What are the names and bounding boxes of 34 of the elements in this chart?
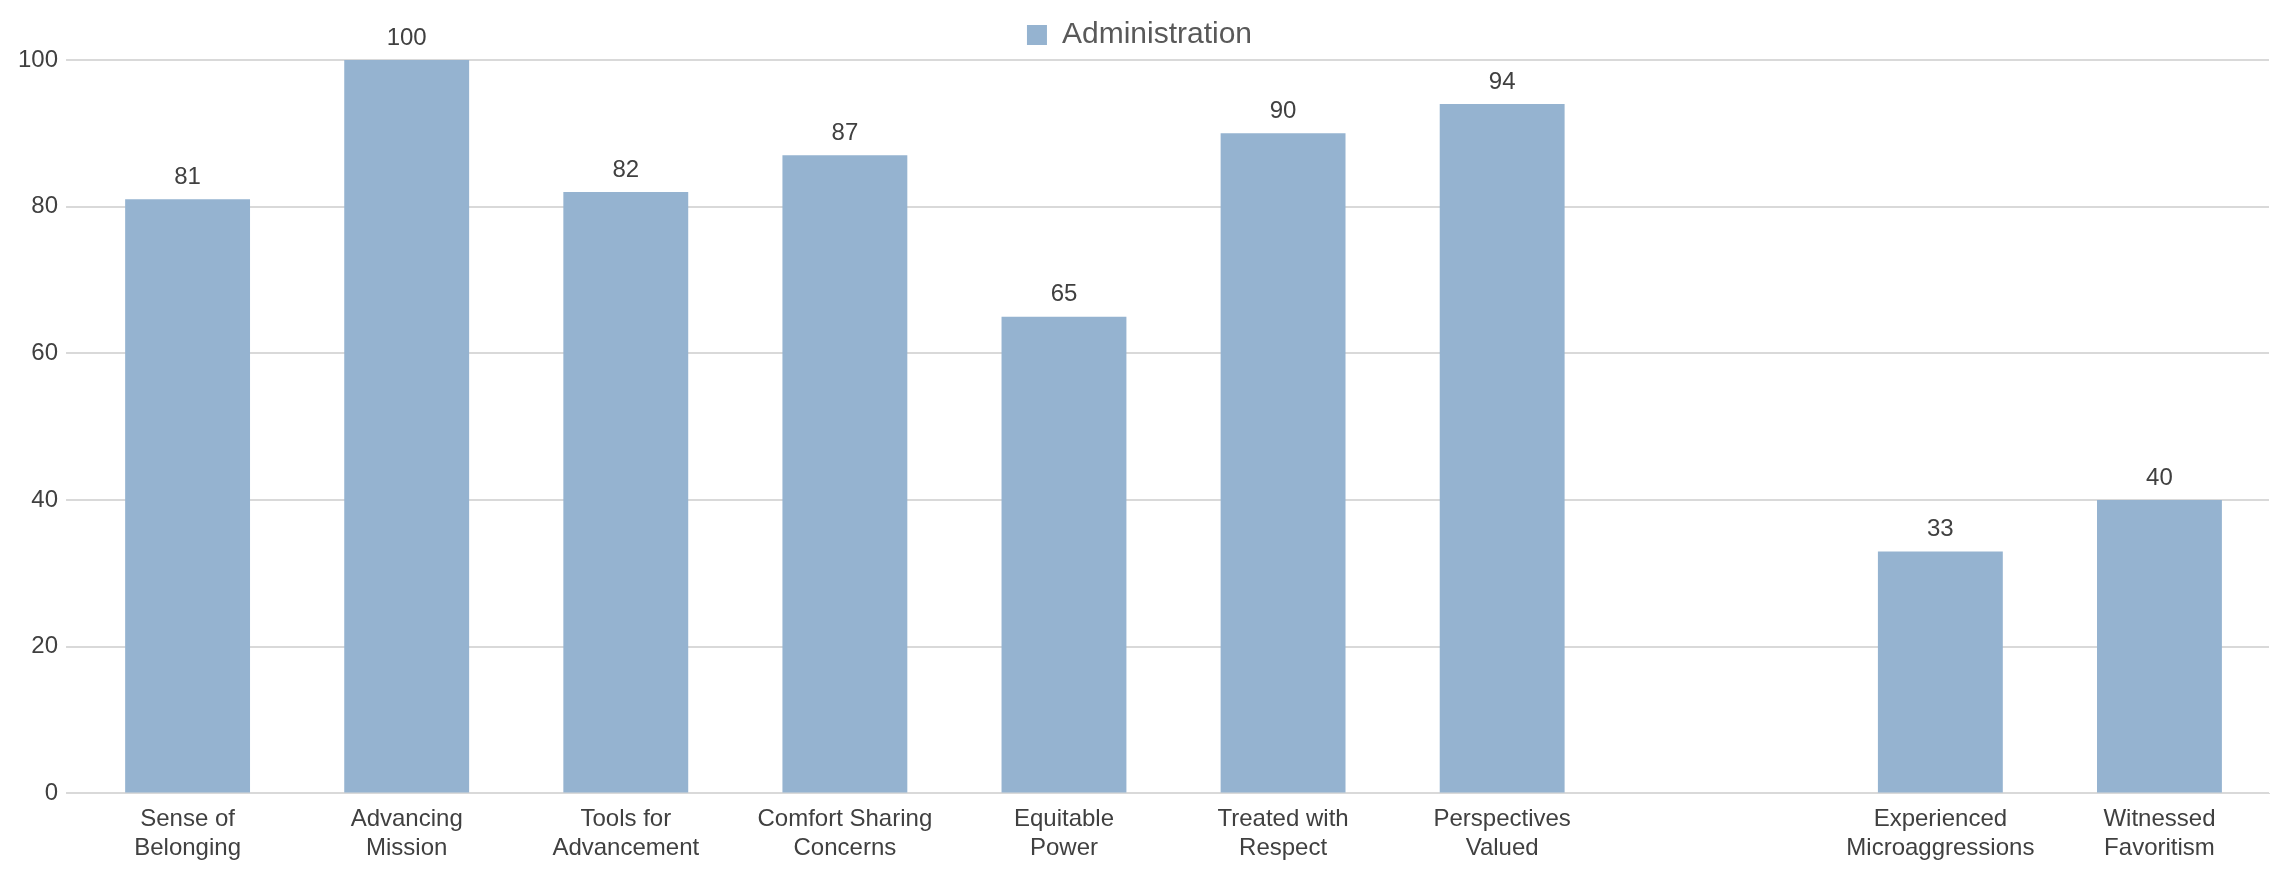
x-tick-label: Witnessed Favoritism [2103,804,2216,861]
x-tick-label: Tools for Advancement [552,804,700,861]
data-label: 65 [1050,279,1078,307]
data-label: 40 [2146,462,2173,490]
bar [782,155,908,793]
x-tick-label: Equitable Power [1013,804,1115,861]
data-label: 33 [1927,514,1954,541]
y-tick-label: 20 [31,631,59,659]
y-tick-label: 40 [31,484,59,512]
x-tick-label: Perspectives Valued [1433,804,1571,861]
bar [344,60,470,793]
x-tick-label: Comfort Sharing Concerns [757,804,933,861]
bar [563,192,689,793]
x-tick-label: Experienced Microaggressions [1846,804,2035,861]
x-tick-label: Advancing Mission [350,804,463,861]
data-label: 100 [386,22,427,50]
y-tick-label: 80 [31,191,59,219]
data-label: 81 [174,161,201,189]
legend-label: Administration [1061,16,1253,50]
bar [2097,500,2222,793]
bar [1220,133,1346,793]
bar [1877,551,2003,793]
x-tick-label: Treated with Respect [1217,804,1349,861]
x-tick-label: Sense of Belonging [134,804,241,861]
bar [1001,316,1127,793]
bar [1439,104,1565,793]
data-label: 94 [1488,66,1516,94]
data-label: 90 [1269,95,1297,123]
y-tick-label: 100 [18,44,59,72]
data-label: 82 [612,154,640,182]
y-tick-label: 60 [31,337,59,365]
y-tick-label: 0 [44,778,59,806]
data-label: 87 [831,117,859,145]
bar [125,199,251,793]
